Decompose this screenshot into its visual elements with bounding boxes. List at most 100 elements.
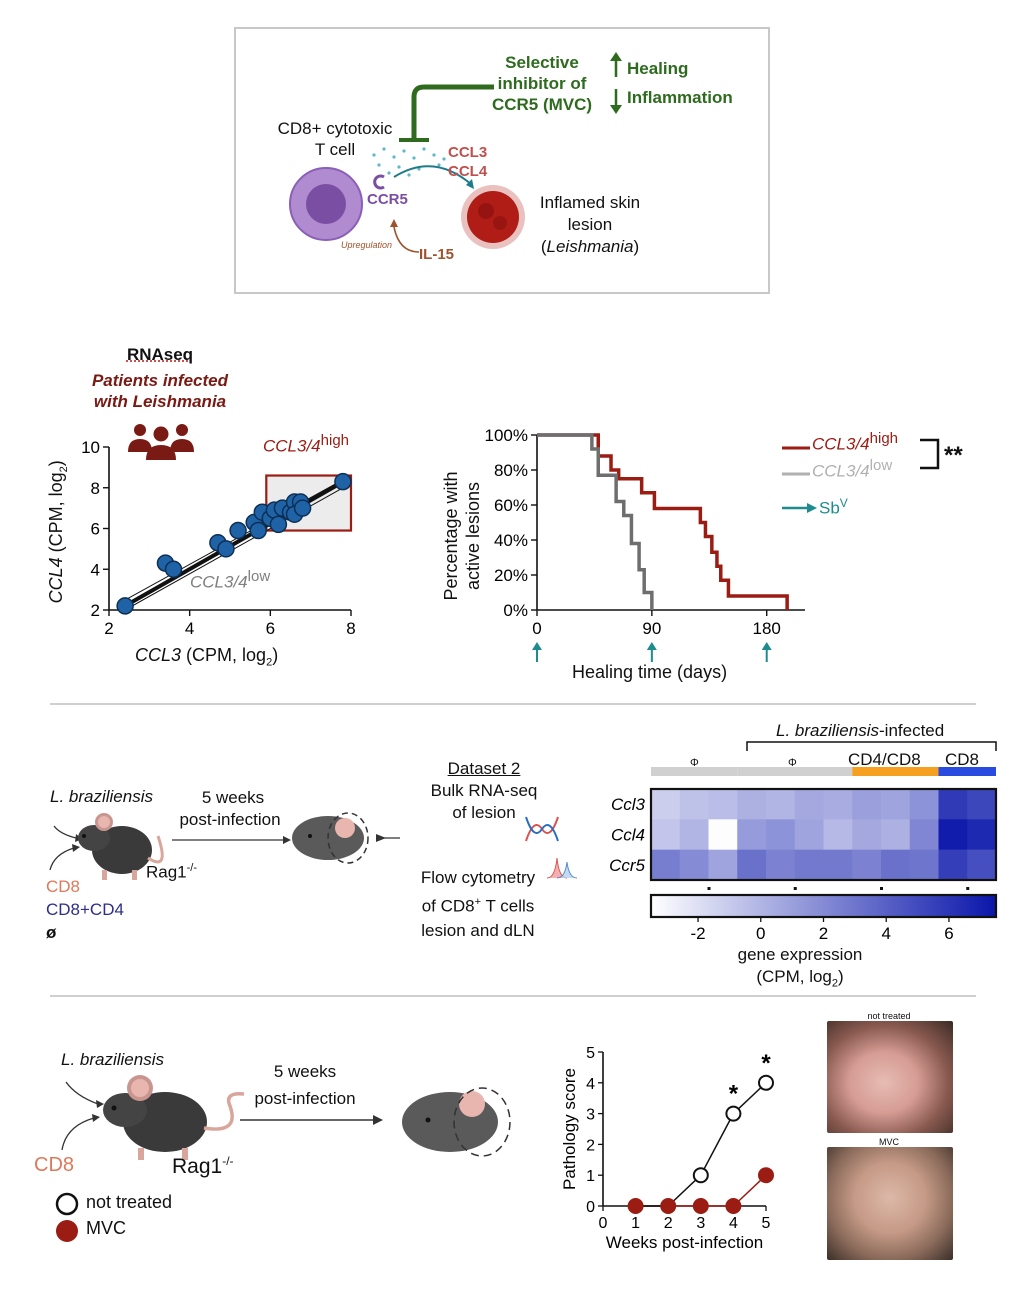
y-tick-label: 80% — [494, 461, 528, 480]
x-tick-label: 0 — [599, 1215, 608, 1232]
mouse-head-icon-large — [402, 1087, 511, 1157]
scatter-chart: 2 4 6 8 2 4 6 8 10 — [81, 438, 356, 638]
y-tick-label: 0% — [503, 601, 528, 620]
mvc-point — [627, 1198, 644, 1214]
significance-star: * — [729, 1081, 739, 1108]
t-cell-icon — [289, 167, 363, 241]
x-tick-label: 8 — [346, 619, 355, 638]
x-tick-label: 5 — [762, 1215, 771, 1232]
heatmap-cell — [823, 849, 853, 881]
x-tick-label: 4 — [185, 619, 194, 638]
data-point — [269, 515, 288, 534]
schematic-graphic — [289, 52, 622, 253]
heatmap-cell — [967, 849, 997, 881]
y-tick-label: 3 — [586, 1107, 595, 1124]
inhibition-line — [411, 84, 494, 139]
gene-label: Ccl3 — [611, 795, 646, 814]
mvc-lesion-photo — [827, 1147, 953, 1260]
heatmap-cell — [679, 849, 709, 881]
mvc-marker — [56, 1220, 78, 1242]
data-point — [164, 560, 183, 578]
x-tick-label: 4 — [729, 1215, 738, 1232]
column-tick — [793, 887, 797, 890]
heatmap-cell — [651, 819, 681, 850]
chemokine-labels: CCL3 CCL4 — [448, 144, 488, 180]
y-tick-label: 0 — [586, 1199, 595, 1216]
group-label-phi-1: Φ — [690, 757, 699, 769]
mouse-icon-large — [103, 1075, 245, 1160]
pathology-chart: 0 1 2 3 4 5 0 1 2 3 4 5 * * Pathology score Weeks post-… — [560, 1045, 774, 1252]
t-cell-label: CD8+ cytotoxic T cell — [277, 119, 393, 159]
group-label-e: CD8 — [34, 1154, 75, 1176]
mvc-point — [725, 1198, 742, 1214]
treatment-arrow-head — [761, 642, 772, 650]
ccr5-receptor-icon — [373, 174, 385, 190]
column-tick — [880, 887, 883, 890]
photo-1-label: not treated — [867, 1011, 911, 1021]
flow-description: Flow cytometry of CD8+ T cells lesion an… — [420, 868, 536, 940]
mouse-infection-graphic-d — [49, 812, 400, 880]
legend-mvc: MVC — [86, 1218, 126, 1238]
heatmap-cell — [651, 849, 681, 881]
schematic-panel — [234, 27, 770, 294]
heatmap-cell — [651, 789, 681, 820]
dna-icon — [525, 816, 559, 842]
not-treated-point — [725, 1105, 742, 1122]
heatmap-cell — [737, 819, 767, 850]
pathology-ylabel: Pathology score — [560, 1068, 579, 1190]
not-treated-point — [692, 1167, 709, 1184]
heatmap-cell — [766, 819, 796, 850]
survival-xlabel: Healing time (days) — [572, 662, 728, 682]
heatmap-cell — [938, 819, 968, 850]
colorbar — [649, 893, 998, 919]
mouse-head-icon — [292, 812, 369, 864]
data-point — [334, 472, 352, 491]
heatmap-cell — [967, 789, 997, 820]
data-point — [217, 540, 235, 558]
y-tick-label: 4 — [586, 1076, 595, 1093]
survival-legend — [782, 438, 940, 513]
dataset-description: Dataset 2 Bulk RNA-seq of lesion — [430, 759, 538, 822]
survival-chart: 0% 20% 40% 60% 80% 100% 0 90 180 — [485, 426, 805, 662]
column-tick — [966, 887, 970, 890]
treatment-arrow-head — [646, 642, 657, 650]
significance-marker: ** — [944, 442, 963, 469]
heatmap-cell — [766, 789, 796, 820]
heatmap-cell — [737, 849, 767, 881]
ccr5-label: CCR5 — [367, 191, 408, 208]
x-tick-label: 0 — [532, 619, 541, 638]
lesion-icon — [461, 185, 525, 249]
heatmap-cell — [737, 789, 767, 820]
gene-label: Ccr5 — [609, 856, 645, 875]
y-tick-label: 100% — [485, 426, 528, 445]
colorbar-tick-label: -2 — [690, 924, 705, 943]
mouse-icon — [78, 813, 164, 880]
y-tick-label: 2 — [91, 601, 100, 620]
heatmap-cell — [909, 789, 939, 820]
heatmap-cell — [881, 849, 911, 881]
x-tick-label: 180 — [753, 619, 781, 638]
legend-markers-e — [55, 1192, 79, 1242]
heatmap-cell — [881, 819, 911, 850]
group-label-phi-2: Φ — [788, 757, 797, 769]
survival-curve-high — [537, 433, 789, 610]
heatmap-cell — [794, 789, 824, 820]
heatmap-cell — [708, 849, 738, 881]
low-group-label: CCL3/4low — [190, 568, 271, 592]
heatmap-cell — [967, 819, 997, 850]
heatmap-cell — [881, 789, 911, 820]
x-tick-label: 2 — [104, 619, 113, 638]
data-point — [293, 499, 312, 517]
upregulation-label: Upregulation — [341, 240, 393, 250]
strain-label-e: Rag1-/- — [172, 1154, 234, 1178]
y-tick-label: 40% — [494, 531, 528, 550]
y-tick-label: 20% — [494, 566, 528, 585]
heatmap-header: L. braziliensis-infected — [776, 721, 945, 740]
scatter-ylabel: CCL4 (CPM, log2) — [46, 460, 70, 604]
data-point — [116, 597, 134, 615]
survival-curve-low — [537, 433, 654, 610]
mvc-point — [660, 1198, 677, 1214]
heatmap-cell — [708, 819, 738, 850]
colorbar-label: gene expression (CPM, log2) — [737, 945, 863, 990]
heatmap-cell — [852, 789, 882, 820]
